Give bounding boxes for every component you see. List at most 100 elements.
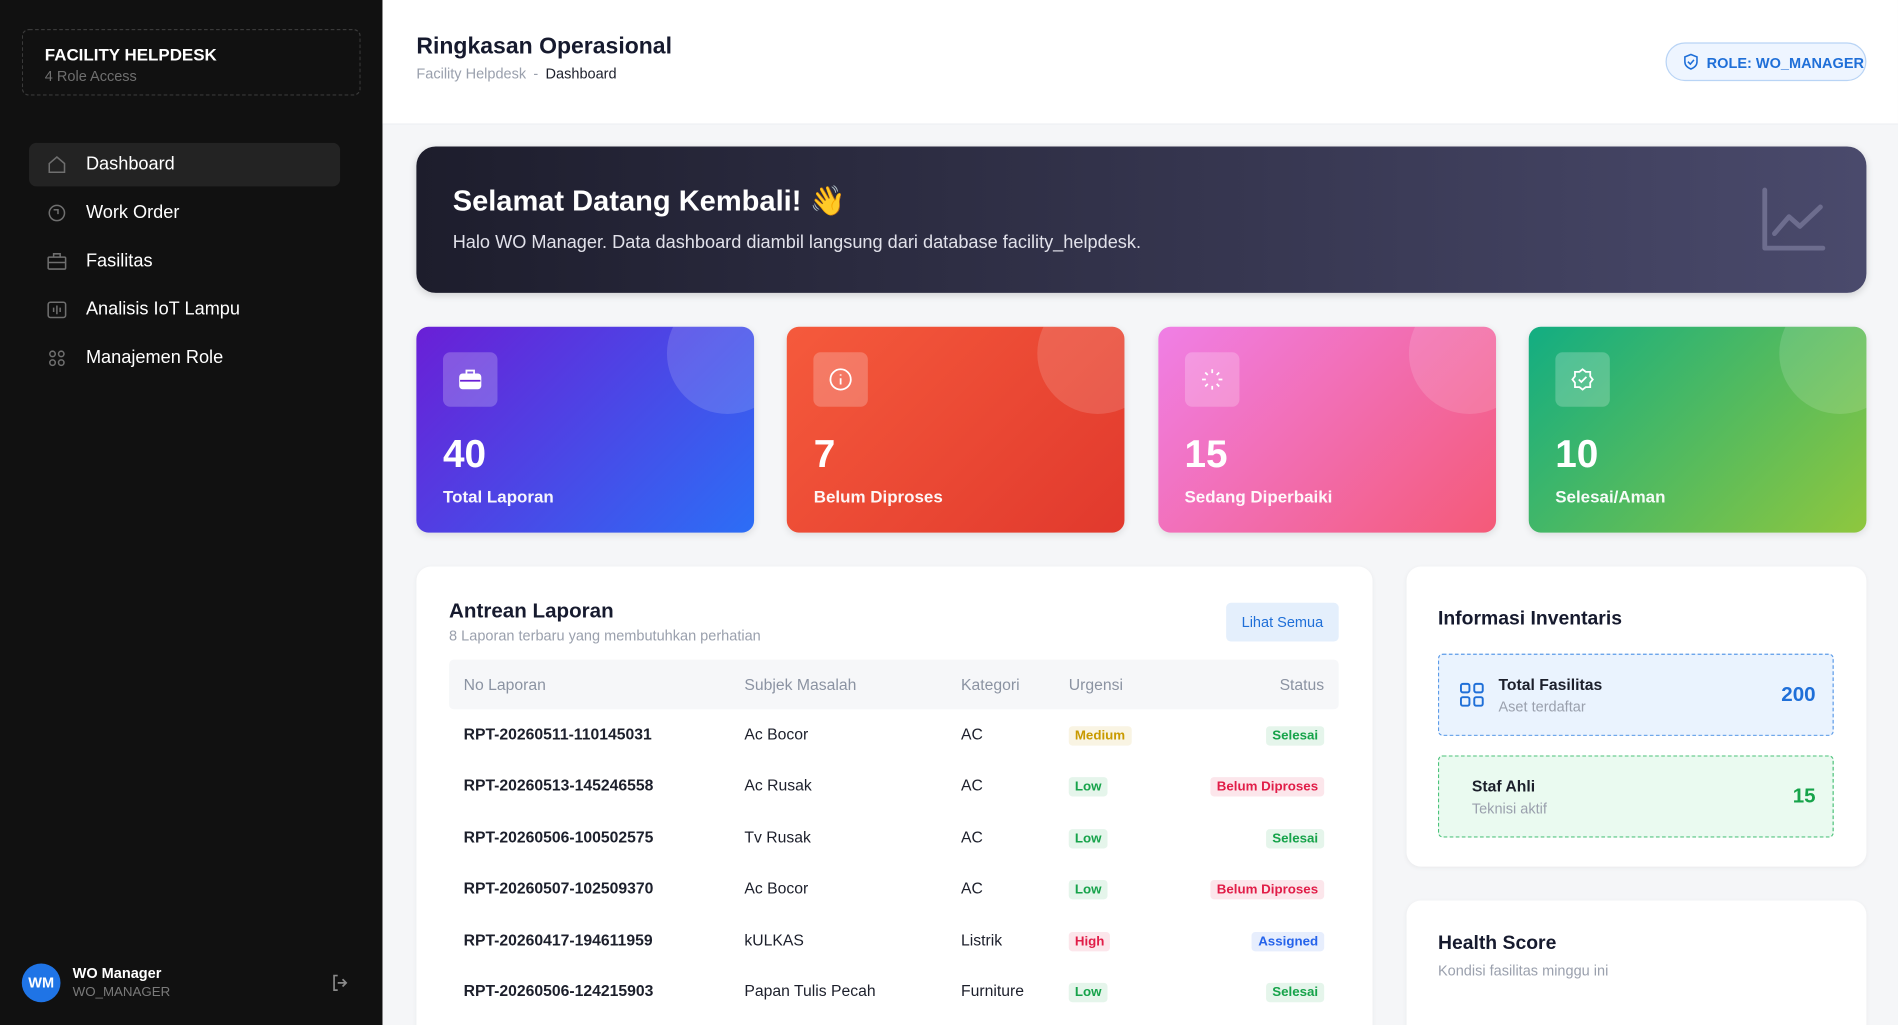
cell-subject: kULKAS xyxy=(744,930,804,949)
column-header: Kategori xyxy=(961,675,1020,694)
icon xyxy=(1571,368,1594,391)
header: Ringkasan Operasional Facility Helpdesk -… xyxy=(382,0,1898,125)
urgency-badge: Low xyxy=(1068,828,1108,849)
queue-card: Antrean Laporan 8 Laporan terbaru yang m… xyxy=(416,566,1373,1025)
brand-title: FACILITY HELPDESK xyxy=(44,44,217,65)
breadcrumb-item: Facility Helpdesk xyxy=(416,65,527,83)
brand-subtitle: 4 Role Access xyxy=(44,67,137,85)
menu-label: Dashboard xyxy=(85,153,175,175)
cell-category: Furniture xyxy=(961,981,1025,1000)
cell-subject: Tv Rusak xyxy=(744,827,811,846)
stat-card: 15 Sedang Diperbaiki xyxy=(1157,326,1496,533)
stat-label: Sedang Diperbaiki xyxy=(1184,486,1333,506)
role-badge: ROLE: WO_MANAGER xyxy=(1665,42,1867,82)
banner-text: Halo WO Manager. Data dashboard diambil … xyxy=(452,232,1142,253)
breadcrumb: Facility Helpdesk - Dashboard xyxy=(416,65,623,82)
queue-title: Antrean Laporan xyxy=(449,599,614,623)
cell-no: RPT-20260506-100502575 xyxy=(463,827,654,846)
health-subtitle: Kondisi fasilitas minggu ini xyxy=(1437,962,1609,980)
decoration xyxy=(1779,326,1867,414)
stat-icon xyxy=(1184,352,1239,407)
cell-subject: Ac Bocor xyxy=(744,878,809,898)
table-header xyxy=(449,659,1339,710)
status-badge: Belum Diproses xyxy=(1210,880,1325,900)
urgency-badge: Low xyxy=(1068,880,1108,900)
decoration xyxy=(1037,326,1125,414)
stat-icon xyxy=(813,352,869,407)
icon xyxy=(48,155,66,174)
role-text: ROLE: WO_MANAGER xyxy=(1706,54,1865,72)
menu-item[interactable]: Dashboard xyxy=(29,142,341,187)
cell-category: AC xyxy=(961,878,983,898)
icon xyxy=(47,301,67,319)
status-badge: Selesai xyxy=(1266,828,1325,849)
icon xyxy=(49,350,65,367)
stat-label: Belum Diproses xyxy=(813,486,943,506)
cell-category: AC xyxy=(961,725,983,744)
inventory-card: Informasi Inventaris Total Fasilitas Ase… xyxy=(1406,566,1867,867)
stat-value: 15 xyxy=(1184,432,1228,476)
logout-button[interactable] xyxy=(330,973,349,992)
stat-label: Selesai/Aman xyxy=(1555,486,1666,506)
cell-subject: Papan Tulis Pecah xyxy=(744,981,876,1000)
staff-label: Staf Ahli xyxy=(1471,777,1536,796)
total-facilities: Total Fasilitas Aset terdaftar 200 xyxy=(1437,653,1834,736)
inventory-title: Informasi Inventaris xyxy=(1437,608,1622,630)
menu-item[interactable]: Fasilitas xyxy=(29,240,340,284)
cell-category: AC xyxy=(961,776,983,795)
user-role: WO_MANAGER xyxy=(72,985,171,1000)
cell-subject: Ac Rusak xyxy=(744,776,812,795)
cell-no: RPT-20260417-194611959 xyxy=(463,930,653,949)
staff-sub: Teknisi aktif xyxy=(1471,800,1547,818)
breadcrumb-item: Dashboard xyxy=(545,65,617,83)
cell-no: RPT-20260513-145246558 xyxy=(463,776,654,795)
stat-value: 40 xyxy=(443,432,487,476)
cell-no: RPT-20260507-102509370 xyxy=(463,878,654,898)
urgency-badge: Low xyxy=(1068,982,1108,1003)
health-title: Health Score xyxy=(1437,933,1557,954)
icon xyxy=(1201,369,1222,390)
column-header: Urgensi xyxy=(1068,675,1124,694)
total-sub: Aset terdaftar xyxy=(1498,698,1586,716)
decoration xyxy=(1408,326,1496,414)
staff: Staf Ahli Teknisi aktif 15 xyxy=(1437,755,1834,838)
view-all-button[interactable]: Lihat Semua xyxy=(1226,602,1339,642)
page-title: Ringkasan Operasional xyxy=(416,33,672,60)
staff-value: 15 xyxy=(1792,784,1816,808)
status-badge: Selesai xyxy=(1266,726,1325,746)
menu-label: Fasilitas xyxy=(85,250,153,272)
decoration xyxy=(666,326,755,414)
queue-subtitle: 8 Laporan terbaru yang membutuhkan perha… xyxy=(449,626,761,644)
status-badge: Belum Diproses xyxy=(1210,777,1325,797)
stat-card: 40 Total Laporan xyxy=(416,326,755,533)
cell-category: AC xyxy=(961,827,983,846)
cell-subject: Ac Bocor xyxy=(744,725,809,744)
column-header: Status xyxy=(1279,675,1325,694)
breadcrumb-item: - xyxy=(533,65,539,83)
status-badge: Assigned xyxy=(1252,931,1325,951)
banner-title: Selamat Datang Kembali! 👋 xyxy=(452,185,846,218)
column-header: No Laporan xyxy=(463,675,546,694)
welcome-banner: Selamat Datang Kembali! 👋 Halo WO Manage… xyxy=(416,146,1867,293)
total-label: Total Fasilitas xyxy=(1498,675,1603,694)
menu-item[interactable]: Analisis IoT Lampu xyxy=(29,288,340,332)
icon xyxy=(48,204,66,222)
column-header: Subjek Masalah xyxy=(744,675,857,694)
health-card: Health Score Kondisi fasilitas minggu in… xyxy=(1406,900,1867,1025)
urgency-badge: Low xyxy=(1068,777,1108,797)
icon xyxy=(47,253,67,270)
menu-label: Manajemen Role xyxy=(85,347,224,368)
chart-icon xyxy=(1762,187,1826,251)
cell-no: RPT-20260506-124215903 xyxy=(463,981,654,1000)
avatar: WM xyxy=(21,963,61,1003)
sidebar: FACILITY HELPDESK 4 Role Access Dashboar… xyxy=(0,0,383,1025)
menu-item[interactable]: Manajemen Role xyxy=(29,336,340,380)
stat-value: 7 xyxy=(813,432,836,476)
total-value: 200 xyxy=(1781,682,1816,706)
stat-value: 10 xyxy=(1555,432,1599,476)
urgency-badge: Medium xyxy=(1068,726,1132,746)
menu-item[interactable]: Work Order xyxy=(29,191,340,235)
icon xyxy=(459,369,482,390)
